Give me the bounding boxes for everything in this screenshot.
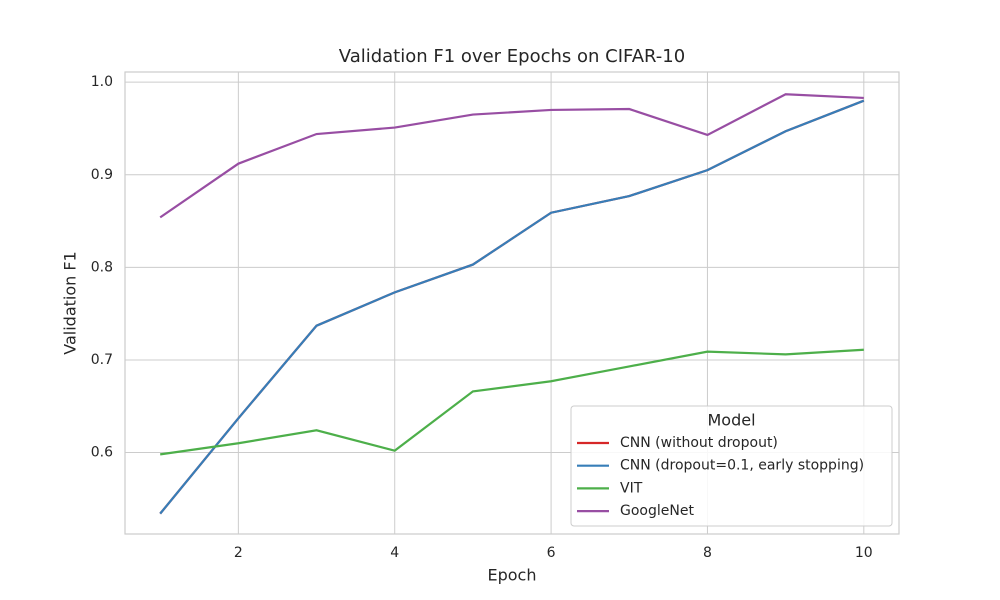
y-tick-label: 0.6 (91, 445, 113, 461)
x-tick-label: 4 (390, 545, 399, 561)
y-axis-label: Validation F1 (61, 251, 80, 354)
chart-title: Validation F1 over Epochs on CIFAR-10 (339, 46, 685, 67)
y-tick-label: 0.8 (91, 259, 113, 275)
y-tick-label: 0.9 (91, 167, 113, 183)
x-tick-label: 6 (547, 545, 556, 561)
legend-label: CNN (dropout=0.1, early stopping) (620, 458, 864, 474)
legend-label: GoogleNet (620, 503, 694, 519)
x-axis-label: Epoch (488, 566, 537, 585)
legend-title: Model (707, 411, 755, 430)
x-tick-label: 2 (234, 545, 243, 561)
plot-frame (124, 71, 900, 535)
line-series (159, 93, 864, 219)
line-series (159, 99, 865, 515)
legend-label: VIT (620, 480, 643, 496)
y-tick-label: 1.0 (91, 74, 113, 90)
y-tick-label: 0.7 (91, 352, 113, 368)
legend-label: CNN (without dropout) (620, 435, 778, 451)
line-series (160, 348, 864, 456)
x-tick-label: 8 (703, 545, 712, 561)
x-tick-label: 10 (855, 545, 873, 561)
legend-box (570, 405, 893, 527)
